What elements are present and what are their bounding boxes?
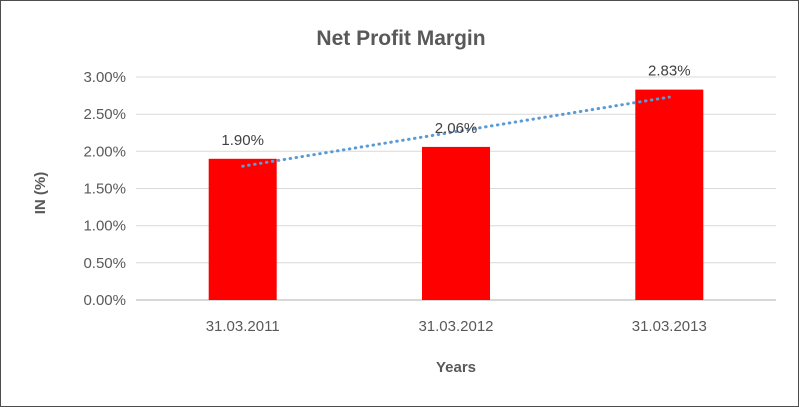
trendline (241, 95, 671, 168)
y-axis-title: IN (%) (32, 172, 49, 215)
y-tick-label: 3.00% (83, 69, 126, 86)
y-tick-label: 0.50% (83, 255, 126, 272)
bar-data-label: 1.90% (221, 132, 264, 149)
trendline-group (241, 95, 671, 168)
bar (635, 89, 704, 300)
y-tick-label: 1.50% (83, 181, 126, 198)
x-tick-label: 31.03.2011 (206, 318, 280, 335)
x-axis-title: Years (436, 359, 476, 376)
y-tick-label: 2.00% (83, 143, 126, 160)
bar-data-label: 2.06% (435, 120, 478, 137)
x-tick-label: 31.03.2013 (632, 318, 707, 335)
y-tick-label: 1.00% (83, 218, 126, 235)
chart-title: Net Profit Margin (316, 27, 485, 50)
bar (208, 158, 277, 300)
y-tick-label: 0.00% (83, 292, 126, 309)
x-tick-label: 31.03.2012 (418, 318, 493, 335)
bar (422, 146, 490, 300)
y-axis-tick-labels: 0.00% 0.50% 1.00% 1.50% 2.00% 2.50% 3.00% (83, 69, 126, 309)
data-labels-group: 1.90% 2.06% 2.83% (221, 63, 690, 149)
bar-data-label: 2.83% (648, 63, 691, 80)
x-axis-tick-labels: 31.03.2011 31.03.2012 31.03.2013 (206, 318, 707, 335)
bars-group (208, 89, 704, 300)
y-tick-label: 2.50% (83, 106, 126, 123)
